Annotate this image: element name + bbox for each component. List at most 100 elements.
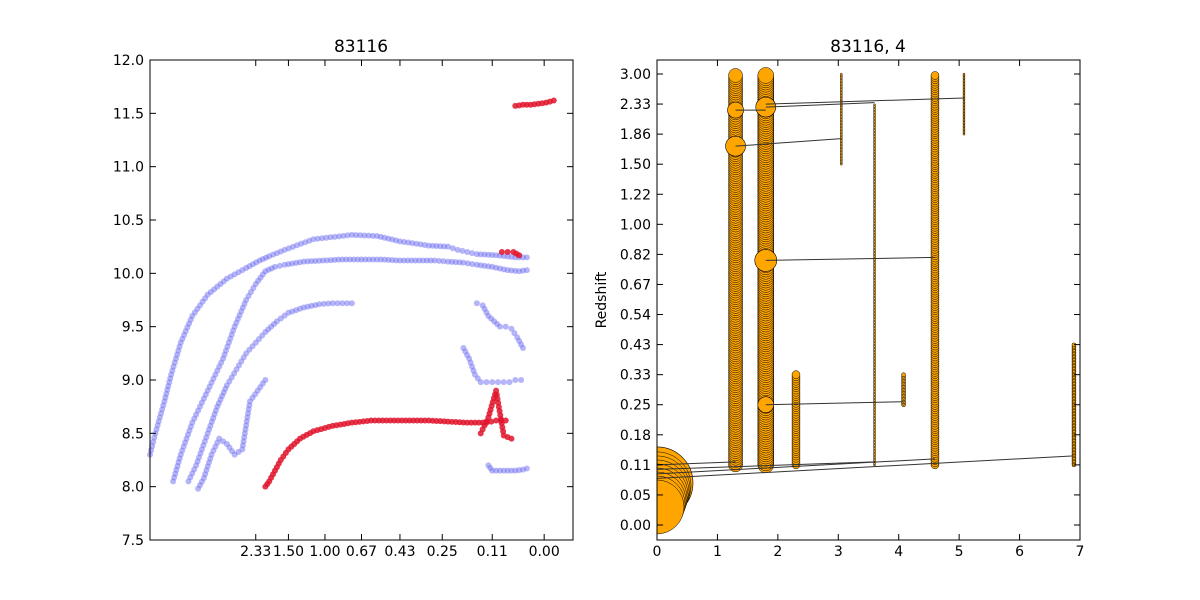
right-y-tick-label: 0.33: [620, 368, 651, 384]
right-y-tick-label: 0.11: [620, 458, 651, 474]
right-y-tick-label: 1.22: [620, 187, 651, 203]
redshift-marker: [840, 72, 843, 76]
red-point: [498, 249, 505, 255]
left-x-tick-label: 1.00: [309, 544, 340, 560]
left-y-axis: 7.5 8.0 8.5 9.0 9.5 10.0 10.5 11.0 11.5 12.0: [113, 53, 573, 549]
blue-point: [508, 325, 515, 332]
redshift-marker: [873, 103, 876, 107]
red-point: [504, 249, 511, 255]
link-line: [765, 102, 875, 108]
red-point: [516, 252, 523, 259]
right-y-tick-label: 3.00: [620, 67, 651, 83]
right-y-axis-label: Redshift: [594, 271, 610, 328]
right-y-tick-label: 0.67: [620, 277, 651, 293]
left-x-tick-label: 2.33: [240, 544, 271, 560]
left-y-tick-label: 9.0: [122, 373, 144, 389]
blue-point: [469, 261, 476, 268]
blue-point: [276, 262, 283, 269]
right-y-tick-label: 0.00: [620, 518, 651, 534]
right-plot-frame: [656, 59, 1081, 541]
redshift-marker: [930, 71, 940, 80]
right-y-tick-label: 0.82: [620, 247, 651, 263]
left-y-tick-label: 7.5: [122, 533, 144, 549]
blue-point: [445, 243, 452, 250]
blue-point: [496, 323, 503, 330]
blue-point: [339, 300, 346, 307]
right-y-tick-label: 1.00: [620, 217, 651, 233]
link-line: [657, 461, 736, 466]
left-y-tick-label: 9.5: [122, 320, 144, 336]
left-y-tick-label: 8.0: [122, 480, 144, 496]
blue-point: [449, 245, 456, 252]
right-x-tick-label: 0: [653, 544, 662, 560]
blue-point: [518, 377, 525, 383]
blue-point: [440, 258, 447, 265]
right-y-tick-label: 1.50: [620, 157, 651, 173]
redshift-marker: [901, 372, 906, 377]
redshift-marker: [728, 68, 743, 83]
blue-point: [523, 465, 530, 472]
left-chart-marks: [147, 97, 557, 492]
right-x-tick-label: 6: [1015, 544, 1024, 560]
right-x-tick-label: 1: [713, 544, 722, 560]
left-x-tick-label: 1.50: [273, 544, 304, 560]
right-x-tick-label: 7: [1076, 544, 1085, 560]
blue-point: [520, 345, 527, 351]
link-line: [657, 461, 875, 470]
blue-point: [329, 300, 336, 307]
right-y-tick-label: 1.86: [620, 127, 651, 143]
left-y-tick-label: 11.0: [113, 160, 144, 176]
right-y-tick-label: 0.18: [620, 428, 651, 444]
blue-point: [271, 263, 278, 270]
left-x-tick-label: 0.00: [529, 544, 560, 560]
blue-point: [495, 379, 502, 386]
blue-point: [460, 259, 467, 266]
blue-point: [436, 257, 443, 264]
right-y-axis: 0.00 0.05 0.11 0.18 0.25 0.33 0.43 0.54 0.67 0.82…: [620, 67, 1080, 534]
left-plot-frame: [149, 59, 574, 541]
right-chart: 83116, 4 Redshift 0.000.050.110.180.250.…: [594, 37, 1084, 560]
right-y-tick-label: 0.43: [620, 338, 651, 354]
blue-point: [344, 300, 351, 307]
link-line: [765, 256, 935, 261]
link-line: [657, 458, 935, 475]
right-x-tick-label: 5: [955, 544, 964, 560]
blue-point: [348, 300, 355, 307]
right-x-tick-label: 2: [773, 544, 782, 560]
red-point: [488, 418, 495, 425]
left-x-tick-label: 0.67: [346, 544, 377, 560]
right-x-tick-label: 4: [894, 544, 903, 560]
left-y-tick-label: 12.0: [113, 53, 144, 69]
red-point: [493, 417, 500, 424]
right-chart-title: 83116, 4: [830, 37, 906, 57]
blue-point: [473, 300, 480, 307]
blue-point: [511, 330, 518, 337]
link-line: [765, 97, 964, 105]
left-chart-title: 83116: [334, 37, 388, 57]
blue-point: [477, 379, 484, 386]
right-x-axis: 0 1 2 3 4 5 6 7: [653, 60, 1085, 560]
right-y-tick-label: 0.25: [620, 398, 651, 414]
right-y-tick-label: 2.33: [620, 97, 651, 113]
red-point: [508, 435, 515, 442]
right-y-tick-label: 0.05: [620, 488, 651, 504]
link-line: [735, 138, 842, 147]
blue-point: [483, 379, 490, 386]
right-chart-marks: [657, 67, 1077, 535]
blue-point: [334, 300, 341, 307]
left-y-tick-label: 10.5: [113, 213, 144, 229]
link-line: [657, 455, 1074, 479]
left-x-axis: 2.33 1.50 1.00 0.67 0.43 0.25 0.11 0.00: [240, 60, 560, 560]
blue-point: [506, 379, 513, 386]
blue-point: [502, 323, 509, 330]
left-y-tick-label: 10.0: [113, 266, 144, 282]
blue-point: [500, 379, 507, 386]
red-point: [550, 97, 557, 104]
blue-point: [431, 257, 438, 264]
left-y-tick-label: 11.5: [113, 106, 144, 122]
right-y-tick-label: 0.54: [620, 308, 651, 324]
left-y-tick-label: 8.5: [122, 426, 144, 442]
link-line: [765, 401, 904, 406]
left-x-tick-label: 0.11: [477, 544, 508, 560]
